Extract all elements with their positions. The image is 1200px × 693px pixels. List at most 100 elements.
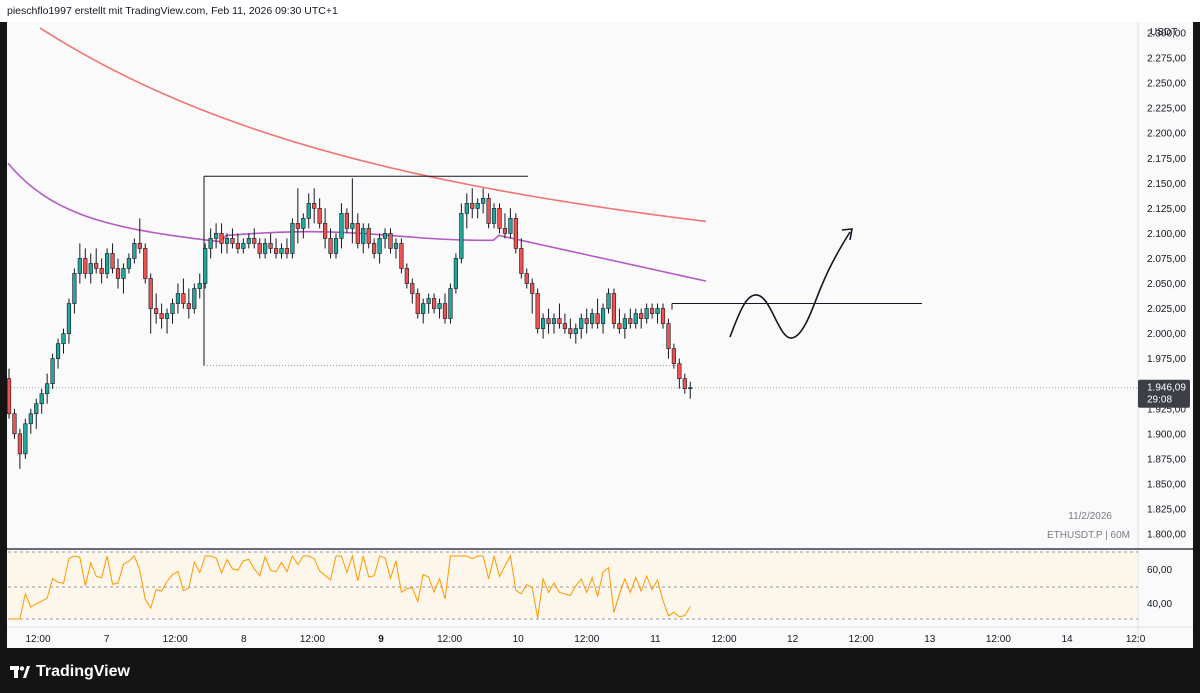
candle-body bbox=[682, 378, 687, 390]
candle-body bbox=[540, 318, 546, 329]
candle-body bbox=[34, 403, 39, 415]
candle-body bbox=[562, 323, 567, 329]
candle-body bbox=[628, 318, 633, 324]
symbol-label: ETHUSDT.P | 60M bbox=[1047, 530, 1130, 541]
candle-body bbox=[186, 303, 191, 309]
candle-body bbox=[502, 228, 508, 234]
candle-body bbox=[61, 333, 66, 344]
candle-body bbox=[557, 318, 562, 324]
candle-body bbox=[203, 248, 208, 284]
candle-body bbox=[470, 203, 475, 209]
candle-body bbox=[121, 268, 126, 279]
candle-body bbox=[464, 203, 469, 214]
candle-body bbox=[55, 343, 61, 359]
price-label-box bbox=[1138, 379, 1190, 408]
rsi-tick-label: 60,00 bbox=[1147, 565, 1172, 576]
candle-body bbox=[366, 228, 371, 244]
chart-area[interactable] bbox=[7, 22, 1193, 648]
x-tick-label: 12:00 bbox=[300, 634, 325, 645]
candle-body bbox=[164, 313, 170, 319]
x-tick-label: 11 bbox=[650, 634, 661, 645]
candle-body bbox=[590, 313, 595, 324]
candle-body bbox=[50, 358, 55, 384]
date-label: 11/2/2026 bbox=[1068, 511, 1112, 522]
ma-long-line bbox=[39, 27, 707, 223]
x-tick-label: 12:00 bbox=[25, 634, 50, 645]
x-tick-label: 12:0 bbox=[1126, 634, 1146, 645]
candle-body bbox=[497, 208, 502, 229]
y-tick-label: 2.150,00 bbox=[1147, 179, 1186, 190]
candle-body bbox=[192, 288, 197, 309]
candle-body bbox=[617, 323, 622, 329]
candle-body bbox=[197, 283, 202, 289]
candle-body bbox=[235, 243, 241, 249]
chart-header: pieschflo1997 erstellt mit TradingView.c… bbox=[0, 0, 1200, 22]
candle-body bbox=[268, 243, 273, 249]
candle-body bbox=[66, 303, 72, 334]
y-tick-label: 2.275,00 bbox=[1147, 54, 1186, 65]
candle-body bbox=[459, 213, 464, 259]
header-text: pieschflo1997 erstellt mit TradingView.c… bbox=[7, 5, 338, 17]
y-tick-label: 1.975,00 bbox=[1147, 354, 1186, 365]
candle-body bbox=[344, 213, 350, 229]
candle-body bbox=[39, 393, 44, 405]
candle-body bbox=[486, 198, 491, 224]
price-label-value: 1.946,09 bbox=[1147, 383, 1186, 394]
candle-body bbox=[622, 318, 627, 329]
candle-body bbox=[77, 258, 82, 274]
candle-body bbox=[660, 308, 666, 324]
candle-body bbox=[72, 273, 77, 304]
candle-body bbox=[508, 218, 513, 234]
candle-body bbox=[284, 248, 290, 254]
candle-body bbox=[154, 308, 159, 314]
candle-body bbox=[382, 233, 388, 239]
tradingview-logo[interactable]: TradingView bbox=[10, 661, 130, 683]
candle-body bbox=[273, 248, 279, 254]
y-tick-label: 2.300,00 bbox=[1147, 29, 1186, 40]
candle-body bbox=[317, 208, 322, 224]
candle-body bbox=[322, 223, 328, 239]
candle-body bbox=[312, 203, 317, 209]
candle-body bbox=[148, 278, 153, 309]
y-tick-label: 2.175,00 bbox=[1147, 154, 1186, 165]
candle-body bbox=[568, 328, 573, 334]
candle-body bbox=[361, 228, 366, 244]
candle-body bbox=[606, 293, 611, 309]
candle-body bbox=[393, 243, 399, 249]
y-tick-label: 2.250,00 bbox=[1147, 79, 1186, 90]
y-tick-label: 1.875,00 bbox=[1147, 454, 1186, 465]
candle-body bbox=[530, 283, 535, 294]
candle-body bbox=[339, 213, 344, 239]
candle-body bbox=[644, 308, 649, 319]
candle-body bbox=[573, 328, 578, 334]
candle-body bbox=[600, 308, 606, 324]
x-tick-label: 8 bbox=[241, 634, 247, 645]
tradingview-mark-icon bbox=[10, 665, 30, 679]
candle-body bbox=[584, 318, 589, 324]
candle-body bbox=[399, 243, 404, 269]
x-tick-label: 12 bbox=[787, 634, 799, 645]
projection-arrow-head bbox=[841, 228, 853, 241]
candle-body bbox=[372, 243, 377, 254]
y-tick-label: 2.025,00 bbox=[1147, 304, 1186, 315]
candle-body bbox=[442, 303, 448, 319]
candle-body bbox=[88, 263, 93, 274]
candle-body bbox=[595, 313, 600, 324]
y-tick-label: 2.000,00 bbox=[1147, 329, 1186, 340]
tradingview-brand: TradingView bbox=[36, 663, 130, 680]
y-tick-label: 2.225,00 bbox=[1147, 104, 1186, 115]
candle-body bbox=[263, 243, 268, 254]
candle-body bbox=[224, 238, 230, 244]
rsi-band bbox=[8, 552, 1138, 619]
candle-body bbox=[688, 387, 693, 390]
candle-body bbox=[214, 233, 219, 239]
candle-body bbox=[426, 298, 431, 304]
candle-body bbox=[437, 303, 442, 309]
candle-body bbox=[421, 303, 426, 314]
candle-body bbox=[404, 268, 409, 284]
candle-body bbox=[355, 223, 360, 244]
candle-body bbox=[579, 318, 584, 329]
candle-body bbox=[230, 238, 235, 244]
candle-body bbox=[132, 243, 137, 259]
